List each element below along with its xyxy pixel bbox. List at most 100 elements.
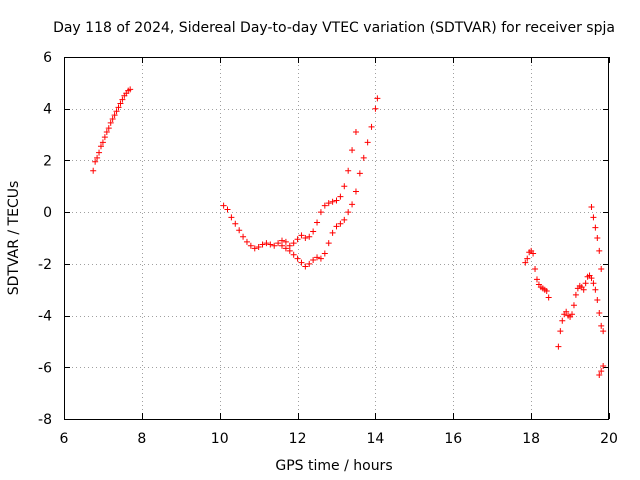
data-point bbox=[94, 154, 101, 161]
data-point bbox=[105, 125, 112, 132]
data-point bbox=[240, 233, 247, 240]
data-point bbox=[596, 309, 603, 316]
plot-frame bbox=[64, 57, 609, 420]
data-point bbox=[302, 235, 309, 241]
data-point bbox=[329, 198, 336, 205]
data-point bbox=[279, 242, 285, 249]
data-point bbox=[290, 251, 297, 258]
data-point bbox=[590, 214, 597, 221]
data-point bbox=[286, 242, 293, 249]
x-tick-label: 20 bbox=[600, 431, 618, 447]
data-point bbox=[314, 254, 321, 261]
x-tick-labels: 6 8 10 12 14 16 18 20 bbox=[60, 431, 618, 447]
series-morning-arc bbox=[90, 86, 134, 174]
data-point bbox=[598, 322, 605, 329]
data-point bbox=[275, 240, 282, 247]
data-point bbox=[111, 112, 118, 119]
data-point bbox=[103, 128, 110, 135]
x-tick-label: 12 bbox=[289, 431, 307, 447]
data-point bbox=[600, 328, 607, 335]
data-point bbox=[117, 100, 124, 107]
data-point bbox=[321, 250, 328, 257]
x-tick-label: 14 bbox=[367, 431, 385, 447]
data-point bbox=[333, 223, 340, 230]
y-tick-labels: -8 -6 -4 -2 0 2 4 6 bbox=[38, 50, 52, 428]
data-point bbox=[109, 116, 116, 123]
data-point bbox=[92, 158, 99, 165]
data-point bbox=[349, 201, 356, 208]
x-tick-label: 16 bbox=[444, 431, 462, 447]
data-point bbox=[545, 294, 552, 301]
data-point bbox=[356, 170, 363, 177]
data-point bbox=[271, 242, 278, 249]
data-point bbox=[524, 255, 531, 262]
y-tick-label: -6 bbox=[38, 360, 52, 376]
y-tick-label: 6 bbox=[43, 50, 52, 66]
data-point bbox=[96, 149, 103, 156]
data-point bbox=[360, 154, 367, 161]
data-point bbox=[598, 368, 605, 375]
data-point bbox=[598, 266, 605, 273]
y-tick-label: 2 bbox=[43, 153, 52, 169]
x-tick-label: 6 bbox=[60, 431, 69, 447]
series-evening-arc-d bbox=[596, 362, 607, 379]
y-tick-label: 4 bbox=[43, 102, 52, 118]
data-point bbox=[374, 95, 381, 102]
series-evening-arc-a bbox=[522, 247, 552, 301]
data-point bbox=[286, 247, 293, 254]
data-point bbox=[563, 308, 570, 315]
data-point bbox=[530, 250, 537, 257]
data-point bbox=[588, 275, 595, 282]
data-point bbox=[279, 237, 285, 244]
y-tick-label: -2 bbox=[38, 257, 52, 273]
data-point bbox=[337, 193, 344, 200]
data-point bbox=[590, 280, 597, 287]
data-point bbox=[317, 209, 324, 216]
data-point bbox=[243, 238, 250, 245]
data-point bbox=[588, 203, 595, 210]
data-point bbox=[582, 280, 589, 287]
data-point bbox=[592, 224, 599, 231]
data-point bbox=[352, 128, 359, 135]
y-tick-label: 0 bbox=[43, 205, 52, 221]
x-axis-label: GPS time / hours bbox=[275, 458, 392, 474]
data-point bbox=[372, 105, 379, 112]
data-point bbox=[99, 139, 106, 146]
data-point bbox=[282, 245, 289, 252]
data-point bbox=[306, 233, 313, 240]
data-point bbox=[247, 242, 254, 249]
data-point bbox=[557, 328, 564, 335]
data-point bbox=[345, 167, 352, 174]
data-point bbox=[282, 238, 289, 245]
data-point bbox=[236, 227, 243, 234]
data-point bbox=[267, 241, 274, 248]
data-point bbox=[572, 291, 579, 298]
data-point bbox=[113, 108, 120, 115]
data-point bbox=[255, 244, 262, 251]
data-point bbox=[232, 220, 239, 227]
data-point bbox=[600, 362, 607, 369]
data-point bbox=[580, 286, 587, 293]
data-point bbox=[543, 288, 550, 295]
y-axis-label: SDTVAR / TECUs bbox=[6, 181, 22, 296]
data-point bbox=[294, 255, 301, 262]
data-point bbox=[569, 311, 576, 318]
data-point bbox=[533, 276, 540, 283]
data-point bbox=[352, 188, 359, 195]
series-midday-upper-track bbox=[220, 128, 359, 252]
data-point bbox=[559, 317, 566, 324]
data-point bbox=[90, 167, 97, 174]
data-point bbox=[101, 134, 108, 141]
data-point bbox=[317, 255, 324, 262]
data-point bbox=[532, 266, 539, 273]
data-point bbox=[228, 214, 235, 221]
data-point bbox=[97, 143, 104, 150]
series-evening-arc-c bbox=[588, 203, 605, 273]
data-point bbox=[555, 343, 562, 350]
data-point bbox=[368, 123, 375, 130]
data-point bbox=[119, 96, 126, 103]
data-point bbox=[306, 260, 313, 267]
data-point bbox=[302, 263, 309, 270]
data-point bbox=[329, 229, 336, 236]
